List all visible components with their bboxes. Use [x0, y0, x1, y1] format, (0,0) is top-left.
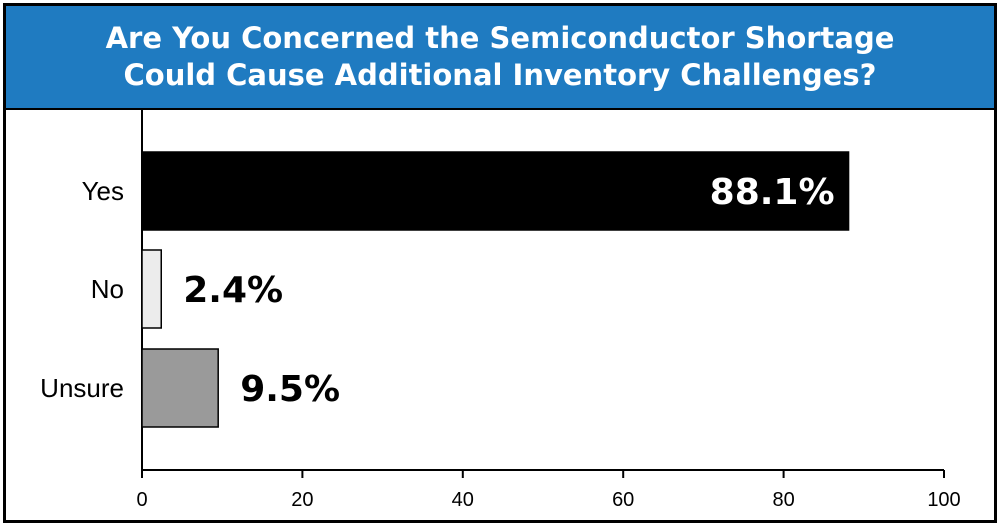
chart-title-line-1: Are You Concerned the Semiconductor Shor… — [105, 21, 895, 55]
chart-title-banner: Are You Concerned the Semiconductor Shor… — [6, 6, 994, 110]
chart-title-line-2: Could Cause Additional Inventory Challen… — [123, 58, 877, 92]
x-tick-label: 0 — [136, 489, 147, 511]
bar-unsure — [141, 348, 219, 428]
x-tick-label: 100 — [927, 489, 960, 511]
category-label: Yes — [82, 176, 124, 206]
x-tick-label: 80 — [772, 489, 794, 511]
x-tick-label: 20 — [291, 489, 313, 511]
data-label: 9.5% — [240, 369, 340, 410]
data-label: 2.4% — [183, 270, 283, 311]
x-tick-label: 60 — [612, 489, 634, 511]
bar-no — [141, 249, 162, 329]
chart-frame: Are You Concerned the Semiconductor Shor… — [3, 3, 997, 523]
x-tick-label: 40 — [452, 489, 474, 511]
category-label: Unsure — [40, 373, 124, 403]
category-label: No — [91, 274, 124, 304]
data-label: 88.1% — [710, 172, 835, 213]
bar-yes — [141, 151, 850, 231]
